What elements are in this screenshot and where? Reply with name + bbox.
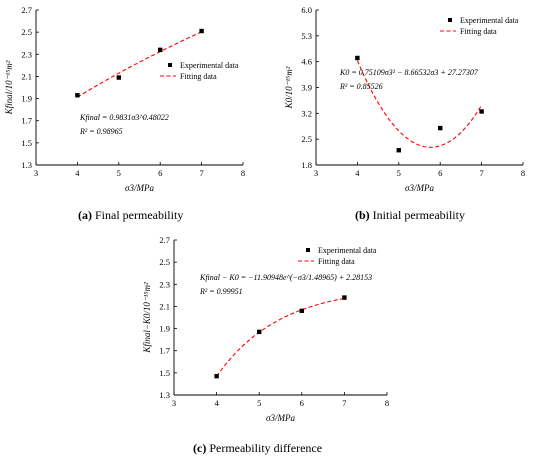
y-tick-label-b-4: 4.6 — [301, 57, 312, 67]
legend-label-points-c: Experimental data — [318, 246, 377, 255]
data-point-c-3 — [342, 295, 347, 300]
equation-line-c-0: Kfinal − K0 = −11.90948e^(−σ3/1.48965) +… — [199, 273, 372, 282]
data-point-b-2 — [438, 125, 443, 131]
x-tick-label-b-1: 4 — [355, 168, 360, 178]
x-tick-label-a-5: 8 — [241, 168, 245, 178]
legend-label-fit-a: Fitting data — [180, 72, 217, 81]
x-tick-label-a-0: 3 — [34, 168, 38, 178]
legend-label-fit-c: Fitting data — [318, 257, 355, 266]
caption-b-letter: (b) — [355, 208, 370, 222]
x-axis-label-c: σ3/MPa — [266, 413, 295, 423]
data-point-b-0 — [355, 55, 360, 61]
x-tick-label-c-5: 8 — [385, 398, 389, 408]
data-point-c-0 — [214, 373, 219, 379]
fit-curve-b — [356, 60, 483, 148]
x-tick-label-a-3: 6 — [158, 168, 162, 178]
chart-panel-c: 3 4 5 6 7 8 1.3 1.5 1.7 1.9 2.1 2.3 2.5 2.7 σ3/MPa Kfin… — [142, 235, 389, 423]
y-tick-label-a-0: 1.3 — [21, 160, 32, 170]
fit-curve-c — [216, 297, 345, 377]
y-tick-label-a-4: 2.1 — [21, 71, 32, 81]
caption-b-text: Initial permeability — [372, 208, 465, 222]
y-tick-label-b-0: 1.8 — [301, 160, 312, 170]
y-tick-label-a-2: 1.7 — [21, 116, 32, 126]
equation-line-b-0: K0 = 0.75109σ3² − 8.66532σ3 + 27.27307 — [339, 68, 479, 77]
y-tick-label-c-3: 1.9 — [159, 324, 170, 334]
x-tick-label-a-1: 4 — [75, 168, 80, 178]
chart-panel-a: 3 4 5 6 7 8 1.3 1.5 1.7 1.9 2.1 2.3 2.5 2.7 σ3/MPa Kfin… — [4, 5, 245, 193]
y-tick-label-b-1: 2.5 — [301, 134, 312, 144]
equation-line-c-1: R² = 0.99951 — [199, 287, 243, 296]
y-tick-label-a-7: 2.7 — [21, 5, 32, 15]
y-tick-label-b-3: 3.9 — [301, 83, 312, 93]
y-tick-label-a-6: 2.5 — [21, 27, 32, 37]
data-point-c-1 — [257, 329, 262, 335]
legend-label-points-b: Experimental data — [460, 16, 519, 25]
y-tick-label-c-6: 2.5 — [159, 257, 170, 267]
y-axis-label-b: K0/10⁻¹⁵m² — [284, 66, 294, 109]
y-axis-label-a: Kfinal/10⁻¹⁵m² — [4, 60, 14, 115]
y-tick-label-a-5: 2.3 — [21, 49, 32, 59]
data-point-a-1 — [116, 75, 121, 80]
x-tick-label-c-4: 7 — [342, 398, 346, 408]
legend-marker-points-c — [306, 248, 310, 252]
y-tick-label-c-1: 1.5 — [159, 368, 170, 378]
y-tick-label-c-4: 2.1 — [159, 301, 170, 311]
x-tick-label-a-4: 7 — [199, 168, 203, 178]
caption-c-text: Permeability difference — [209, 441, 323, 455]
chart-panel-b: 3 4 5 6 7 8 1.8 2.5 3.2 3.9 4.6 5.3 6.0 σ3/MPa K0/10⁻¹… — [284, 5, 525, 193]
equation-line-b-1: R² = 0.85526 — [339, 82, 383, 91]
y-tick-label-c-7: 2.7 — [159, 235, 170, 245]
legend-label-points-a: Experimental data — [180, 61, 239, 70]
data-point-a-0 — [75, 93, 80, 98]
caption-c-letter: (c) — [193, 441, 207, 455]
y-tick-label-c-0: 1.3 — [159, 390, 170, 400]
y-tick-label-c-2: 1.7 — [159, 346, 170, 356]
data-point-a-3 — [199, 28, 204, 34]
x-axis-label-a: σ3/MPa — [125, 183, 154, 193]
fit-curve-a — [77, 31, 202, 98]
x-tick-label-c-2: 5 — [257, 398, 261, 408]
y-tick-label-b-2: 3.2 — [301, 108, 312, 118]
x-tick-label-c-1: 4 — [214, 398, 219, 408]
y-tick-label-c-5: 2.3 — [159, 279, 170, 289]
x-axis-label-b: σ3/MPa — [405, 183, 434, 193]
x-tick-label-a-2: 5 — [117, 168, 121, 178]
data-point-b-3 — [479, 109, 484, 114]
equation-line-a-0: Kfinal = 0.9831σ3^0.48022 — [79, 113, 169, 122]
y-tick-label-a-1: 1.5 — [21, 138, 32, 148]
caption-b: (b) Initial permeability — [355, 208, 465, 223]
equation-line-a-1: R² = 0.98965 — [79, 127, 123, 136]
x-tick-label-b-2: 5 — [397, 168, 401, 178]
legend-marker-points-a — [168, 63, 172, 67]
caption-a-letter: (a) — [78, 208, 92, 222]
data-point-c-2 — [299, 308, 304, 314]
x-tick-label-b-3: 6 — [438, 168, 442, 178]
caption-c: (c) Permeability difference — [193, 441, 322, 456]
x-tick-label-c-0: 3 — [172, 398, 176, 408]
y-tick-label-b-5: 5.3 — [301, 31, 312, 41]
x-tick-label-b-5: 8 — [521, 168, 525, 178]
y-axis-label-c: Kfinal−K0/10⁻¹⁵m² — [142, 282, 152, 354]
x-tick-label-c-3: 6 — [300, 398, 304, 408]
caption-a-text: Final permeability — [95, 208, 184, 222]
x-tick-label-b-4: 7 — [479, 168, 483, 178]
caption-a: (a) Final permeability — [78, 208, 183, 223]
x-tick-label-b-0: 3 — [314, 168, 318, 178]
y-tick-label-a-3: 1.9 — [21, 94, 32, 104]
data-point-b-1 — [396, 148, 401, 153]
legend-label-fit-b: Fitting data — [460, 27, 497, 36]
legend-marker-points-b — [448, 18, 452, 22]
data-point-a-2 — [158, 47, 163, 53]
y-tick-label-b-6: 6.0 — [301, 5, 312, 15]
